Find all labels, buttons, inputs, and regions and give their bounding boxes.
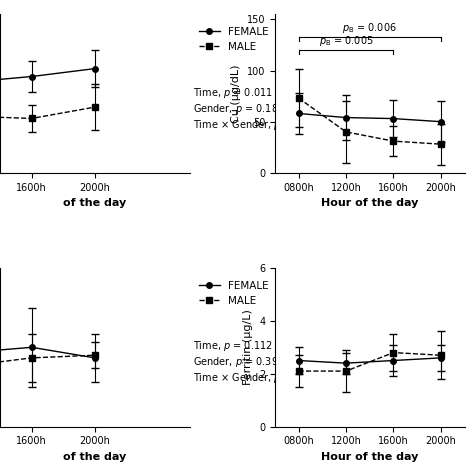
Legend: FEMALE, MALE: FEMALE, MALE — [195, 276, 273, 310]
X-axis label: of the day: of the day — [63, 452, 127, 462]
Legend: FEMALE, MALE: FEMALE, MALE — [195, 23, 273, 56]
X-axis label: Hour of the day: Hour of the day — [321, 198, 419, 208]
Text: $p_\mathrm{B}$ = 0.005: $p_\mathrm{B}$ = 0.005 — [319, 35, 374, 48]
Text: Time, $p$ = 0.112
Gender, $p$ = 0.398
Time × Gender, $p$ = 0.470: Time, $p$ = 0.112 Gender, $p$ = 0.398 Ti… — [193, 339, 324, 385]
Text: $p_\mathrm{B}$ = 0.006: $p_\mathrm{B}$ = 0.006 — [342, 21, 397, 35]
Y-axis label: Ferritin (µg/L): Ferritin (µg/L) — [243, 310, 254, 385]
X-axis label: of the day: of the day — [63, 198, 127, 208]
Text: Time, $p$ = 0.011
Gender, $p$ = 0.183
Time × Gender, $p$ = 0.114: Time, $p$ = 0.011 Gender, $p$ = 0.183 Ti… — [193, 86, 324, 132]
X-axis label: Hour of the day: Hour of the day — [321, 452, 419, 462]
Y-axis label: Cu (µg/dL): Cu (µg/dL) — [231, 64, 241, 123]
